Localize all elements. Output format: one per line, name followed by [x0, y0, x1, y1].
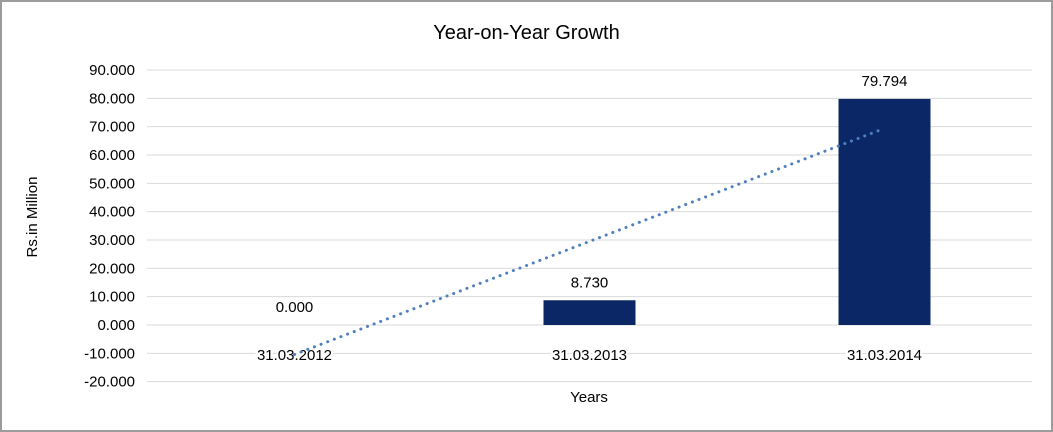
y-tick-label: 90.000 — [89, 62, 135, 79]
chart-title: Year-on-Year Growth — [433, 22, 620, 44]
x-category-label: 31.03.2014 — [847, 347, 922, 364]
y-tick-label: 20.000 — [89, 260, 135, 277]
y-tick-label: 60.000 — [89, 147, 135, 164]
y-tick-label: 80.000 — [89, 90, 135, 107]
bar — [838, 98, 931, 326]
y-tick-label: 50.000 — [89, 175, 135, 192]
trendline — [293, 126, 886, 356]
y-tick-label: -20.000 — [84, 374, 135, 391]
y-tick-label: 10.000 — [89, 289, 135, 306]
bar-data-label: 8.730 — [571, 274, 609, 291]
bar-data-label: 0.000 — [276, 299, 314, 316]
bar-data-label: 79.794 — [862, 73, 908, 90]
y-tick-label: 70.000 — [89, 119, 135, 136]
y-tick-label: 40.000 — [89, 204, 135, 221]
bar — [543, 300, 636, 325]
x-axis-title: Years — [570, 389, 608, 406]
y-tick-label: -10.000 — [84, 345, 135, 362]
y-tick-label: 0.000 — [97, 317, 135, 334]
x-category-label: 31.03.2013 — [552, 347, 627, 364]
y-tick-label: 30.000 — [89, 232, 135, 249]
